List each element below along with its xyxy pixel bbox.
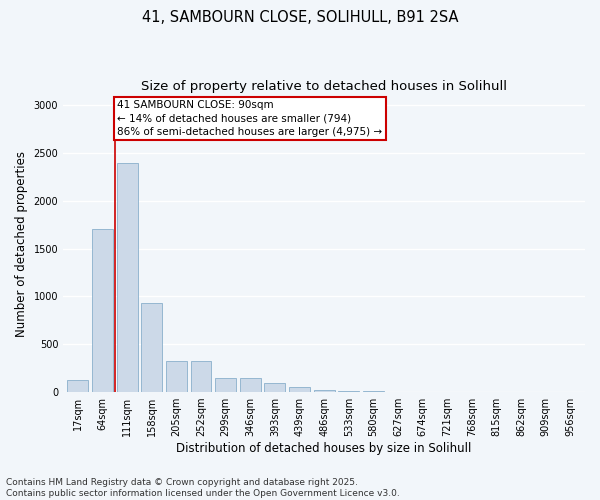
Bar — [265, 384, 286, 392]
Y-axis label: Number of detached properties: Number of detached properties — [15, 151, 28, 337]
Bar — [166, 360, 187, 392]
Bar — [338, 391, 359, 392]
Bar — [289, 387, 310, 392]
X-axis label: Distribution of detached houses by size in Solihull: Distribution of detached houses by size … — [176, 442, 472, 455]
Bar — [240, 378, 261, 392]
Bar — [67, 380, 88, 392]
Text: Contains HM Land Registry data © Crown copyright and database right 2025.
Contai: Contains HM Land Registry data © Crown c… — [6, 478, 400, 498]
Bar — [117, 162, 137, 392]
Bar — [191, 360, 211, 392]
Title: Size of property relative to detached houses in Solihull: Size of property relative to detached ho… — [141, 80, 507, 93]
Bar — [142, 303, 162, 392]
Bar — [92, 230, 113, 392]
Text: 41, SAMBOURN CLOSE, SOLIHULL, B91 2SA: 41, SAMBOURN CLOSE, SOLIHULL, B91 2SA — [142, 10, 458, 25]
Bar — [215, 378, 236, 392]
Bar — [314, 390, 335, 392]
Text: 41 SAMBOURN CLOSE: 90sqm
← 14% of detached houses are smaller (794)
86% of semi-: 41 SAMBOURN CLOSE: 90sqm ← 14% of detach… — [118, 100, 382, 136]
